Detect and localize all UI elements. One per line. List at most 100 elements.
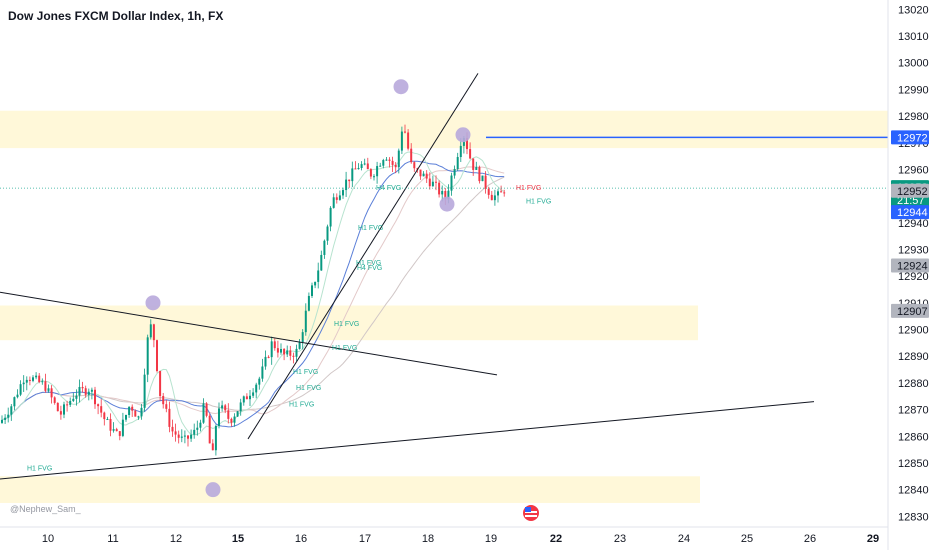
- candle-87: [270, 336, 273, 365]
- candle-51: [159, 370, 162, 401]
- candle-74: [230, 417, 233, 427]
- candle-69: [214, 424, 217, 456]
- candle-73: [227, 403, 230, 424]
- candle-45: [140, 404, 143, 420]
- x-tick-25: 25: [741, 533, 753, 545]
- descending-trendline: [0, 291, 498, 376]
- candle-29: [90, 387, 93, 400]
- candle-97: [301, 329, 304, 350]
- candle-2: [7, 407, 10, 423]
- candle-9: [28, 376, 31, 386]
- candle-26: [81, 381, 84, 393]
- candle-20: [63, 401, 65, 419]
- candle-95: [295, 344, 298, 362]
- candle-61: [190, 429, 193, 442]
- candle-81: [252, 388, 255, 399]
- ascending-trendline: [247, 73, 479, 440]
- candle-72: [224, 403, 227, 414]
- candle-62: [193, 423, 196, 439]
- fvg-label-0: H4 FVG: [376, 185, 401, 192]
- candle-6: [19, 380, 22, 397]
- y-tick-12940: 12940: [898, 218, 929, 230]
- x-tick-11: 11: [107, 533, 118, 545]
- candle-121: [376, 161, 379, 184]
- time-axis-ticks: 10 11 12 15 16 17 18 19 22 23 24 25 26 29: [42, 533, 879, 545]
- candle-98: [304, 303, 307, 336]
- candle-21: [66, 400, 69, 412]
- fvg-label-5: H1 FVG: [332, 345, 357, 352]
- candle-136: [422, 171, 425, 177]
- candle-160: [497, 188, 499, 203]
- x-tick-19: 19: [485, 533, 497, 545]
- candle-82: [255, 382, 258, 399]
- candle-14: [44, 373, 47, 393]
- candle-3: [10, 404, 13, 421]
- candle-130: [404, 124, 406, 134]
- candle-112: [348, 179, 351, 188]
- candle-148: [459, 138, 462, 163]
- candle-80: [249, 389, 251, 406]
- x-tick-29: 29: [867, 533, 879, 545]
- y-tick-13010: 13010: [898, 31, 929, 43]
- fvg-label-8: H1 FVG: [289, 401, 314, 408]
- candle-12: [38, 372, 41, 384]
- x-tick-18: 18: [422, 533, 434, 545]
- candle-141: [438, 180, 441, 198]
- candle-162: [503, 189, 506, 197]
- candle-75: [233, 413, 236, 427]
- candle-7: [22, 375, 25, 392]
- x-tick-17: 17: [359, 533, 371, 545]
- y-tick-12960: 12960: [898, 164, 929, 176]
- fvg-label-6: H1 FVG: [293, 369, 318, 376]
- y-tick-12850: 12850: [898, 458, 929, 470]
- fvg-label-11: H1 FVG: [526, 198, 551, 205]
- candle-24: [75, 389, 78, 406]
- price-badge-12972: 12972: [891, 130, 929, 145]
- candle-28: [87, 388, 90, 401]
- price-badge-value: 12952: [897, 186, 928, 198]
- candle-35: [109, 413, 112, 437]
- candle-111: [345, 171, 348, 198]
- candle-84: [261, 358, 264, 382]
- candle-58: [180, 429, 183, 443]
- y-tick-13000: 13000: [898, 58, 929, 70]
- candle-140: [435, 175, 437, 191]
- price-badge-value: 12907: [897, 306, 928, 318]
- swing-marker-2: [439, 196, 455, 212]
- candle-125: [388, 157, 391, 168]
- candle-119: [369, 168, 372, 180]
- candle-30: [94, 386, 96, 409]
- zone-0: [0, 110, 888, 149]
- candle-11: [35, 372, 38, 380]
- candle-133: [413, 161, 416, 172]
- y-tick-12990: 12990: [898, 84, 929, 96]
- candle-85: [264, 350, 267, 370]
- candle-126: [391, 156, 394, 173]
- candle-86: [267, 355, 270, 359]
- candle-8: [25, 376, 28, 391]
- candle-102: [317, 262, 320, 289]
- fvg-label-2: H1 FVG: [356, 260, 381, 267]
- candle-50: [156, 339, 158, 373]
- swing-marker-0: [393, 79, 409, 95]
- candle-13: [41, 378, 44, 385]
- candle-78: [242, 395, 245, 406]
- candle-94: [292, 352, 295, 364]
- y-tick-12930: 12930: [898, 244, 929, 256]
- candle-27: [84, 385, 87, 398]
- candle-156: [484, 171, 487, 194]
- candle-0: [1, 415, 3, 424]
- candle-41: [128, 406, 131, 418]
- candle-55: [171, 419, 174, 437]
- candle-18: [56, 402, 59, 412]
- candle-10: [32, 375, 34, 383]
- price-badge-value: 12944: [897, 207, 928, 219]
- candle-48: [149, 319, 152, 340]
- candle-15: [47, 384, 50, 393]
- candle-79: [245, 393, 248, 400]
- x-tick-15: 15: [232, 533, 244, 545]
- us-flag-icon[interactable]: [523, 505, 539, 521]
